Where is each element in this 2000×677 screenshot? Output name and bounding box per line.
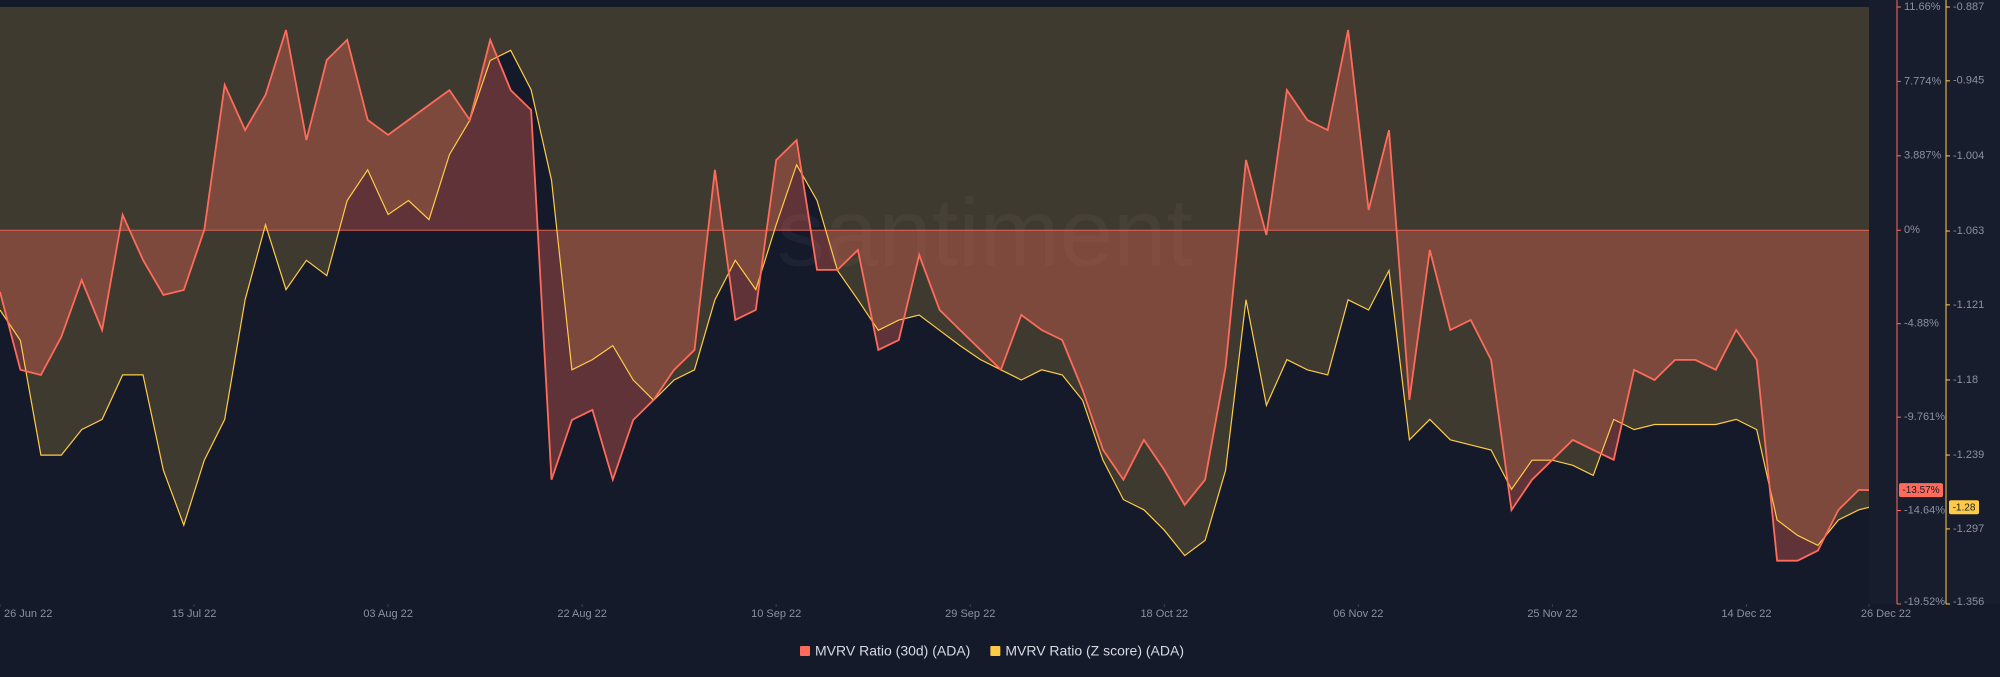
y2-tick-label: -1.004 xyxy=(1953,150,1984,162)
y-tick-label: 11.66% xyxy=(1904,1,1941,13)
y-tick-label: 0% xyxy=(1904,224,1920,236)
legend-label: MVRV Ratio (Z score) (ADA) xyxy=(1005,643,1184,659)
series-line xyxy=(0,29,1870,562)
watermark: santiment xyxy=(777,179,1193,286)
y2-tick-label: -1.239 xyxy=(1953,449,1984,461)
y2-tick-label: -0.945 xyxy=(1953,75,1984,87)
legend-label: MVRV Ratio (30d) (ADA) xyxy=(815,643,970,659)
y2-tick-label: -0.887 xyxy=(1953,1,1984,13)
series-area xyxy=(0,7,1869,556)
x-tick-label: 06 Nov 22 xyxy=(1333,608,1383,620)
last-value-label: -13.57% xyxy=(1902,485,1939,496)
y-tick-label: 3.887% xyxy=(1904,150,1942,162)
x-tick-label: 26 Jun 22 xyxy=(4,608,52,620)
x-tick-label: 29 Sep 22 xyxy=(945,608,995,620)
y2-tick-label: -1.121 xyxy=(1953,299,1984,311)
y-tick-label: -14.64% xyxy=(1904,504,1945,516)
y-tick-label: -4.88% xyxy=(1904,318,1939,330)
x-tick-label: 14 Dec 22 xyxy=(1721,608,1771,620)
series-line xyxy=(0,49,1870,557)
y2-tick-label: -1.297 xyxy=(1953,523,1984,535)
x-tick-label: 26 Dec 22 xyxy=(1861,608,1911,620)
y-tick-label: -9.761% xyxy=(1904,411,1945,423)
last-value-label: -1.28 xyxy=(1953,502,1976,513)
last-value-badge xyxy=(1949,500,1979,515)
x-tick-label: 25 Nov 22 xyxy=(1527,608,1577,620)
legend-swatch xyxy=(990,646,1001,656)
legend-swatch xyxy=(800,646,810,656)
x-tick-label: 22 Aug 22 xyxy=(557,608,607,620)
x-tick-label: 03 Aug 22 xyxy=(363,608,413,620)
y2-tick-label: -1.063 xyxy=(1953,225,1984,237)
x-tick-label: 15 Jul 22 xyxy=(172,608,217,620)
y2-tick-label: -1.18 xyxy=(1953,374,1978,386)
y2-tick-label: -1.356 xyxy=(1953,596,1984,608)
y-tick-label: 7.774% xyxy=(1904,75,1942,87)
x-tick-label: 10 Sep 22 xyxy=(751,608,801,620)
y-tick-label: -19.52% xyxy=(1904,596,1945,608)
x-tick-label: 18 Oct 22 xyxy=(1140,608,1188,620)
last-value-badge xyxy=(1899,483,1943,498)
